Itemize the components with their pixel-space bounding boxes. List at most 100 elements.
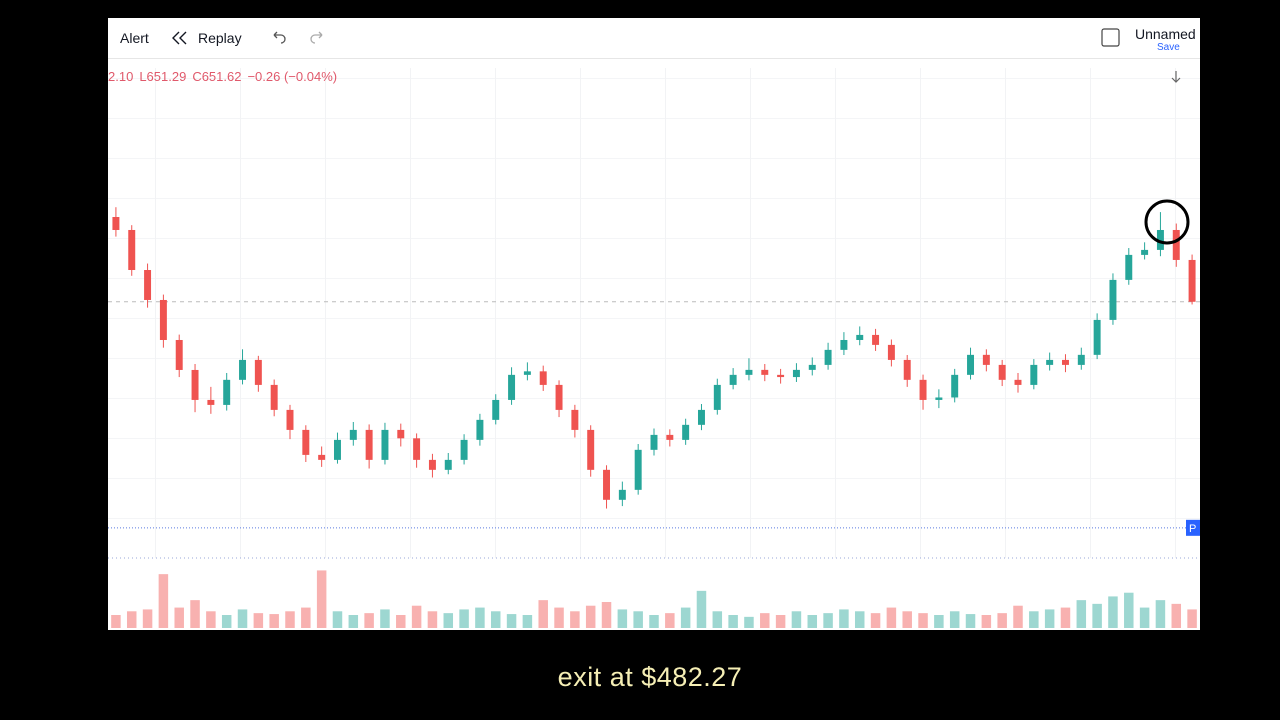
volume-bar [934, 615, 944, 628]
candle-body [840, 339, 848, 350]
candle-body [792, 369, 800, 378]
volume-bar [459, 609, 469, 628]
replay-button[interactable]: Replay [198, 30, 242, 46]
volume-bar [475, 607, 485, 628]
volume-bar [570, 611, 580, 628]
candle-body [207, 399, 215, 405]
volume-bar [285, 611, 295, 628]
candle-body [682, 424, 690, 440]
volume-bar [744, 616, 754, 628]
candle-body [777, 374, 785, 378]
volume-bar [791, 611, 802, 628]
candle-body [128, 229, 136, 271]
candle-body [713, 384, 721, 410]
volume-bar [1171, 603, 1182, 628]
volume-bar [237, 609, 248, 628]
volume-bar [886, 607, 897, 628]
candle-body [1061, 359, 1069, 365]
candle-body [872, 334, 880, 345]
volume-bar [918, 613, 928, 628]
chart: P [108, 207, 1200, 628]
legend-close: C651.62 [192, 69, 242, 84]
candle-body [381, 429, 389, 460]
candle-body [1156, 229, 1164, 250]
volume-bar [997, 613, 1007, 628]
candle-body [254, 359, 262, 385]
volume-bar [633, 611, 643, 628]
candle-body [1109, 279, 1117, 320]
candle-body [1188, 259, 1196, 302]
candle-body [603, 469, 611, 500]
candle-body [144, 270, 152, 300]
volume-bar [870, 613, 881, 628]
candle-body [1125, 254, 1133, 280]
volume-bar [1060, 607, 1071, 628]
volume-bar [1076, 600, 1087, 628]
candle-body [318, 454, 326, 460]
candle-body [175, 339, 183, 370]
volume-bar [142, 609, 153, 628]
candle-body [666, 434, 674, 440]
candle-body [919, 379, 927, 400]
volume-bar [348, 615, 359, 628]
undo-icon[interactable] [269, 27, 289, 47]
candle-body [887, 344, 895, 360]
alert-button[interactable]: Alert [120, 30, 149, 46]
ohlc-legend: 2.10 L651.29 C651.62 −0.26 (−0.04%) [108, 69, 343, 84]
volume-bar [158, 574, 169, 628]
candle-body [428, 459, 436, 470]
redo-icon[interactable] [307, 27, 327, 47]
candle-body [159, 299, 167, 340]
candle-body [270, 384, 278, 410]
volume-bar [601, 602, 612, 628]
volume-bar [190, 600, 200, 628]
candle-body [476, 419, 484, 440]
volume-bar [839, 609, 849, 628]
volume-bar [981, 615, 992, 628]
volume-bar [206, 611, 216, 628]
save-button[interactable]: Save [1157, 42, 1180, 53]
legend-low: L651.29 [139, 69, 187, 84]
candle-body [1030, 364, 1038, 385]
candle-body [444, 459, 452, 470]
volume-bar [380, 609, 390, 628]
grid [108, 68, 1200, 558]
candle-body [508, 374, 516, 400]
candle-body [951, 374, 959, 398]
candle-body [935, 397, 943, 400]
candle-body [286, 409, 294, 430]
volume-bar [301, 607, 311, 628]
candle-body [856, 334, 864, 340]
layout-name[interactable]: Unnamed [1135, 26, 1196, 42]
volume-bar [490, 611, 501, 628]
volume-bar [443, 613, 454, 628]
candle-body [191, 369, 199, 400]
candle-body [365, 429, 373, 460]
layout-icon[interactable] [1100, 27, 1122, 49]
volume-bar [807, 615, 818, 628]
candle-body [697, 409, 705, 425]
volume-bar [1092, 603, 1102, 628]
volume-bar [126, 611, 137, 628]
volume-bar [221, 615, 232, 628]
caption: exit at $482.27 [557, 662, 743, 692]
volume-bar [554, 607, 564, 628]
candle-body [460, 439, 468, 460]
volume-bar [316, 570, 327, 628]
toolbar: Alert Replay Unnamed Save [108, 18, 1200, 59]
candle-body [998, 364, 1006, 380]
scroll-icon[interactable] [1166, 67, 1186, 87]
candle-body [555, 384, 563, 410]
volume-bar [1124, 592, 1134, 628]
candle-body [745, 369, 753, 375]
candle-body [349, 429, 357, 440]
volume-bar [775, 615, 786, 628]
candle-body [729, 374, 737, 385]
volume-bar [364, 613, 374, 628]
volume-bar [902, 611, 912, 628]
candle-body [1141, 249, 1149, 255]
volume-bar [1139, 607, 1150, 628]
price-line-tag [1186, 519, 1200, 536]
volume-bar [332, 611, 343, 628]
